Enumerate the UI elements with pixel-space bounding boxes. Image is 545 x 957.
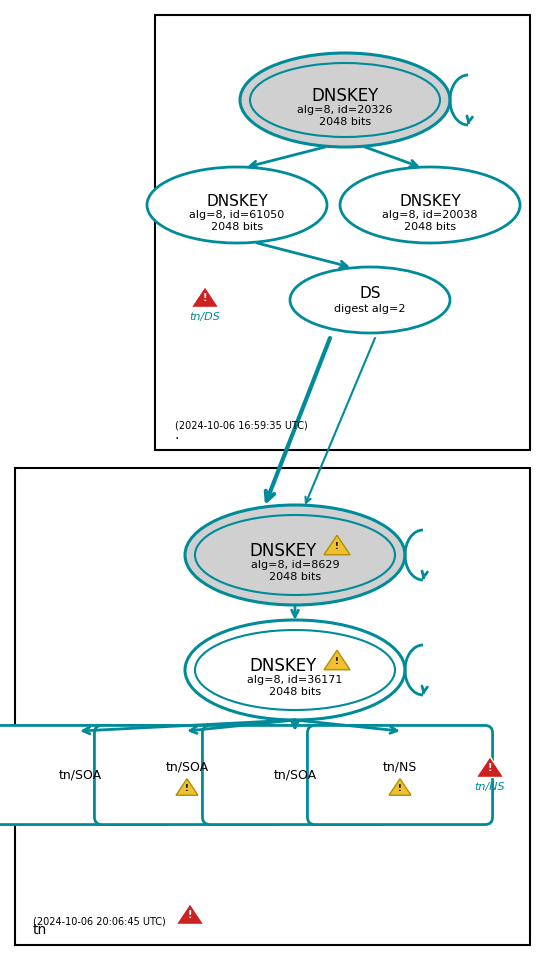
Ellipse shape: [195, 630, 395, 710]
Text: DNSKEY: DNSKEY: [250, 542, 317, 560]
Text: 2048 bits: 2048 bits: [269, 687, 321, 697]
Text: alg=8, id=20326: alg=8, id=20326: [297, 105, 393, 115]
Text: tn/DS: tn/DS: [190, 312, 220, 322]
Polygon shape: [176, 779, 198, 795]
Polygon shape: [476, 756, 504, 777]
Text: alg=8, id=36171: alg=8, id=36171: [247, 675, 343, 685]
Text: !: !: [185, 784, 189, 792]
FancyBboxPatch shape: [155, 15, 530, 450]
FancyBboxPatch shape: [202, 725, 387, 825]
Text: alg=8, id=8629: alg=8, id=8629: [251, 560, 340, 570]
Text: (2024-10-06 20:06:45 UTC): (2024-10-06 20:06:45 UTC): [33, 916, 166, 926]
Polygon shape: [389, 779, 411, 795]
Text: alg=8, id=61050: alg=8, id=61050: [189, 210, 284, 220]
Text: 2048 bits: 2048 bits: [211, 222, 263, 232]
Ellipse shape: [195, 515, 395, 595]
Ellipse shape: [240, 53, 450, 147]
Ellipse shape: [147, 167, 327, 243]
Text: !: !: [398, 784, 402, 792]
Text: 2048 bits: 2048 bits: [319, 117, 371, 127]
Text: tn: tn: [33, 923, 47, 937]
FancyBboxPatch shape: [0, 725, 173, 825]
Text: tn/NS: tn/NS: [383, 761, 417, 773]
Ellipse shape: [185, 620, 405, 720]
Ellipse shape: [340, 167, 520, 243]
Text: DS: DS: [359, 286, 381, 301]
Text: digest alg=2: digest alg=2: [334, 304, 405, 314]
Ellipse shape: [250, 63, 440, 137]
Polygon shape: [176, 903, 204, 924]
Ellipse shape: [290, 267, 450, 333]
Text: tn/SOA: tn/SOA: [166, 761, 209, 773]
Text: DNSKEY: DNSKEY: [206, 193, 268, 209]
Text: !: !: [335, 657, 339, 666]
Ellipse shape: [185, 505, 405, 605]
Text: !: !: [335, 542, 339, 551]
FancyBboxPatch shape: [307, 725, 493, 825]
Text: DNSKEY: DNSKEY: [399, 193, 461, 209]
Text: !: !: [187, 910, 192, 921]
Text: (2024-10-06 16:59:35 UTC): (2024-10-06 16:59:35 UTC): [175, 421, 308, 431]
Text: tn/NS: tn/NS: [475, 782, 505, 792]
FancyBboxPatch shape: [15, 468, 530, 945]
Polygon shape: [191, 286, 219, 307]
Text: DNSKEY: DNSKEY: [250, 657, 317, 675]
Text: 2048 bits: 2048 bits: [269, 572, 321, 582]
Text: 2048 bits: 2048 bits: [404, 222, 456, 232]
Text: DNSKEY: DNSKEY: [311, 87, 379, 105]
Text: tn/SOA: tn/SOA: [274, 768, 317, 782]
FancyBboxPatch shape: [94, 725, 280, 825]
Polygon shape: [324, 650, 350, 670]
Text: !: !: [203, 294, 207, 303]
Text: !: !: [488, 764, 492, 773]
Text: .: .: [175, 428, 179, 442]
Text: alg=8, id=20038: alg=8, id=20038: [382, 210, 478, 220]
Text: tn/SOA: tn/SOA: [58, 768, 101, 782]
Polygon shape: [324, 535, 350, 555]
